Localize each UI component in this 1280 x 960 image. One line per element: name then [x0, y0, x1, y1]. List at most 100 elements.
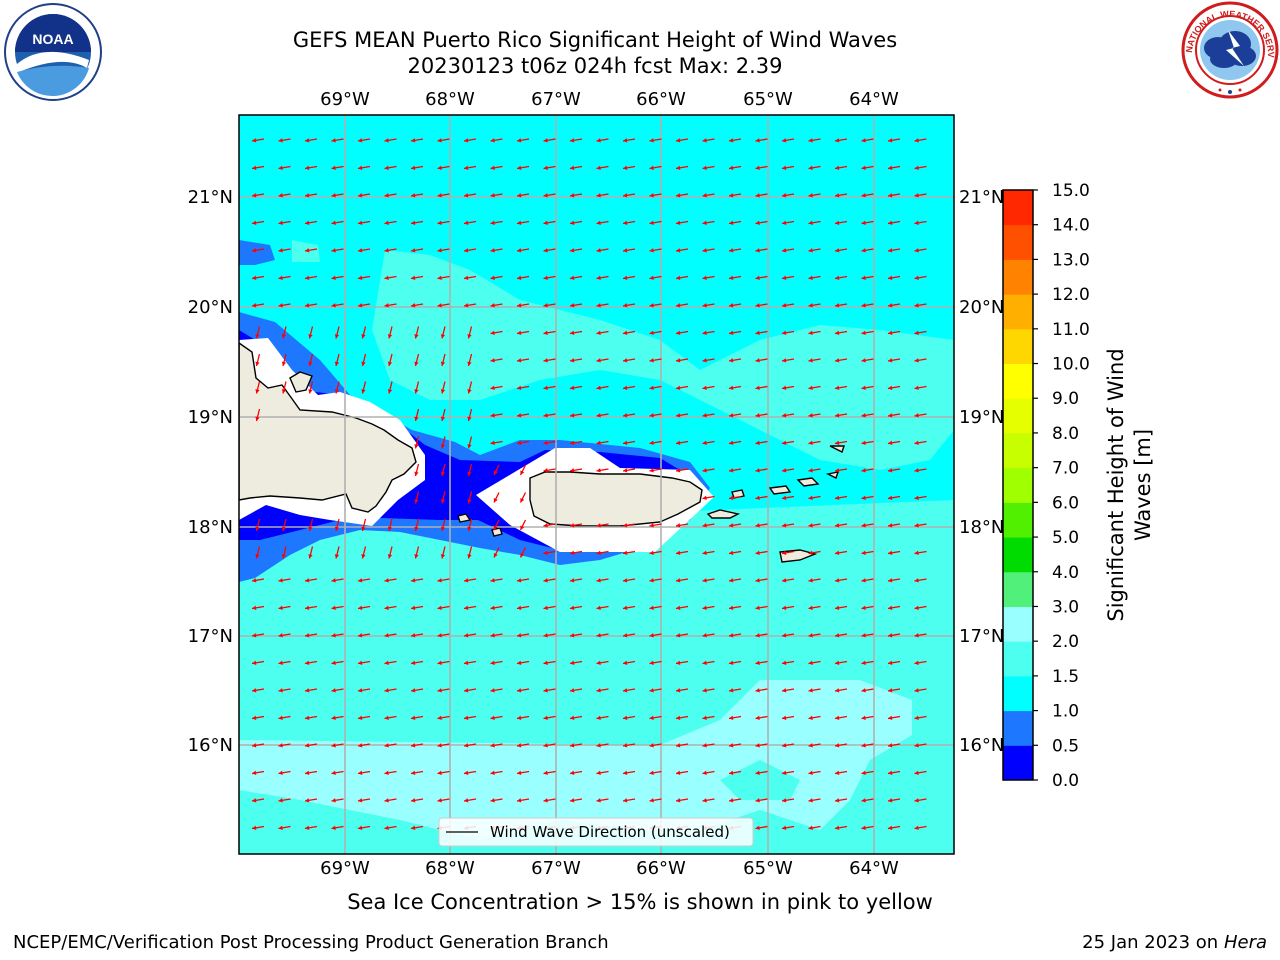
arrow-head	[914, 468, 919, 473]
arrow-head	[490, 303, 495, 308]
arrow-head	[490, 413, 495, 418]
arrow-head	[520, 525, 525, 530]
arrow-head	[517, 770, 522, 776]
arrow-head	[649, 688, 654, 693]
arrow-head	[623, 193, 628, 198]
colorbar-tick-label: 11.0	[1052, 320, 1090, 340]
arrow-head	[358, 193, 363, 198]
arrow-head	[914, 770, 919, 776]
colorbar-segment	[1003, 606, 1033, 642]
arrow-head	[411, 743, 416, 748]
arrow-head	[543, 330, 548, 336]
arrow-head	[914, 523, 919, 528]
arrow-head	[490, 330, 495, 336]
arrow-head	[861, 495, 866, 501]
arrow-head	[305, 165, 310, 171]
arrow-head	[782, 413, 787, 418]
arrow-head	[702, 605, 707, 611]
colorbar-tick-label: 4.0	[1052, 563, 1079, 583]
arrow-head	[252, 660, 257, 666]
arrow-head	[543, 550, 548, 556]
lat-label: 19°N	[959, 407, 1004, 428]
arrow-head	[808, 220, 813, 226]
arrow-head	[278, 165, 283, 171]
lon-label: 65°W	[743, 858, 793, 879]
lat-label: 21°N	[959, 187, 1004, 208]
arrow-head	[570, 165, 575, 171]
arrow-head	[835, 440, 840, 446]
arrow-head	[729, 605, 734, 611]
arrow-head	[702, 633, 707, 638]
arrow-head	[252, 715, 257, 721]
arrow-head	[517, 138, 522, 143]
arrow-head	[702, 743, 707, 748]
colorbar-segment	[1003, 294, 1033, 330]
arrow-head	[305, 303, 310, 308]
arrow-head	[808, 385, 813, 391]
arrow-head	[305, 715, 310, 721]
landmass	[491, 527, 503, 537]
arrow-head	[517, 220, 522, 226]
arrow-head	[361, 334, 366, 339]
arrow-head	[464, 248, 469, 253]
arrow-head	[517, 193, 522, 198]
arrow-head	[888, 688, 893, 693]
arrow-head	[623, 770, 628, 776]
arrow-head	[755, 275, 760, 281]
longitude-labels-bottom: 69°W 68°W 67°W 66°W 65°W 64°W	[320, 858, 899, 879]
arrow-head	[384, 275, 389, 281]
arrow-head	[676, 385, 681, 391]
arrow-head	[914, 495, 919, 501]
arrow-head	[252, 248, 257, 253]
colorbar-tick-label: 5.0	[1052, 528, 1079, 548]
arrow-head	[888, 495, 893, 501]
arrow-head	[305, 633, 310, 638]
arrow-head	[411, 825, 416, 831]
arrow-head	[464, 303, 469, 308]
arrow-head	[278, 275, 283, 281]
arrow-head	[808, 193, 813, 198]
arrow-head	[649, 275, 654, 281]
arrow-head	[464, 165, 469, 171]
arrow-head	[331, 275, 336, 281]
arrow-head	[649, 633, 654, 638]
arrow-head	[676, 330, 681, 336]
arrow-head	[782, 743, 787, 748]
arrow-head	[782, 330, 787, 336]
arrow-head	[623, 138, 628, 143]
arrow-head	[808, 248, 813, 253]
colorbar-segment	[1003, 641, 1033, 677]
arrow-head	[414, 471, 419, 476]
arrow-head	[570, 330, 575, 336]
arrow-head	[702, 193, 707, 198]
arrow-head	[278, 578, 283, 583]
arrow-head	[252, 798, 257, 803]
arrow-head	[596, 248, 601, 253]
arrow-head	[387, 554, 393, 559]
arrow-head	[543, 715, 548, 721]
arrow-head	[255, 389, 260, 394]
arrow-head	[305, 605, 310, 611]
arrow-head	[649, 743, 654, 748]
arrow-head	[808, 660, 813, 666]
arrow-head	[623, 303, 628, 308]
arrow-head	[676, 275, 681, 281]
arrow-head	[596, 385, 601, 391]
arrow-head	[467, 416, 472, 421]
arrow-head	[729, 193, 734, 198]
arrow-head	[440, 499, 446, 504]
lat-label: 21°N	[188, 187, 233, 208]
arrow-head	[649, 165, 654, 171]
arrow-head	[305, 220, 310, 226]
arrow-head	[702, 468, 707, 473]
arrow-head	[888, 165, 893, 171]
arrow-head	[464, 743, 469, 748]
arrow-head	[467, 389, 472, 394]
arrow-head	[729, 440, 734, 446]
arrow-head	[543, 358, 548, 363]
arrow-head	[490, 688, 495, 693]
arrow-head	[835, 825, 840, 831]
arrow-head	[520, 470, 525, 475]
arrow-head	[570, 633, 575, 638]
